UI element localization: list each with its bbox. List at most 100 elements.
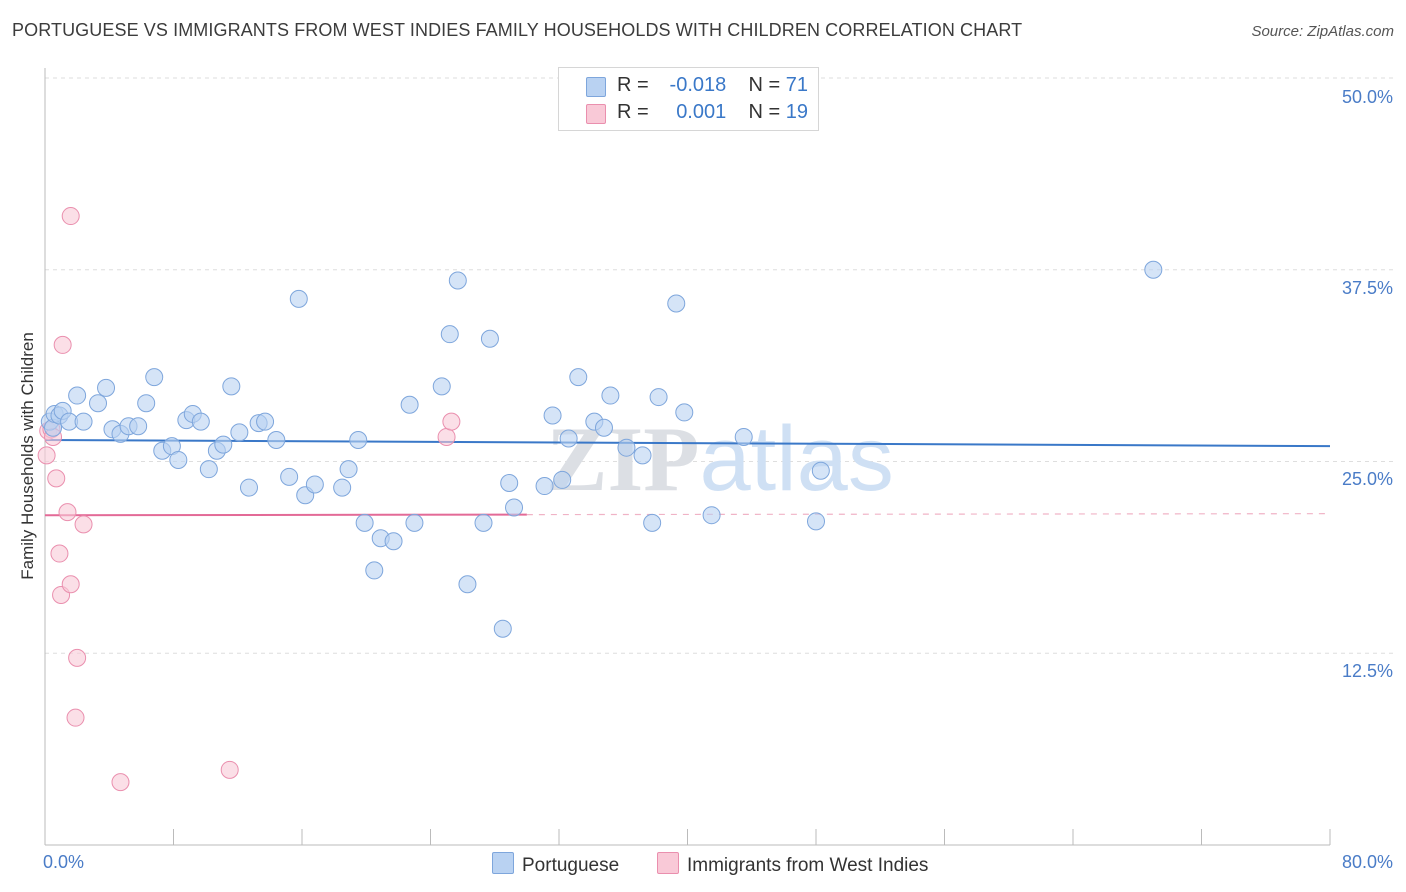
bottom-legend-label: Immigrants from West Indies	[687, 855, 929, 876]
data-point-west-indies	[66, 708, 85, 727]
data-point-portuguese	[559, 429, 578, 448]
bottom-legend-portuguese: Portuguese	[492, 852, 619, 877]
x-tick-label: 80.0%	[1341, 852, 1393, 872]
y-tick-label: 12.5%	[1341, 661, 1393, 681]
data-point-portuguese	[500, 473, 519, 492]
correlation-legend: R = -0.018 N = 71 R = 0.001 N = 19	[558, 67, 819, 131]
legend-r-label: R =	[617, 101, 649, 123]
legend-swatch-blue	[492, 852, 514, 874]
x-tick-label: 0.0%	[43, 852, 85, 872]
data-point-portuguese	[617, 438, 636, 457]
watermark: ZIPatlas	[546, 408, 894, 510]
data-point-portuguese	[191, 412, 210, 431]
data-point-portuguese	[649, 388, 668, 407]
data-point-portuguese	[432, 377, 451, 396]
data-point-portuguese	[256, 412, 275, 431]
data-point-west-indies	[37, 446, 56, 465]
data-point-portuguese	[349, 431, 368, 450]
legend-swatch-blue	[586, 77, 606, 97]
data-point-portuguese	[89, 394, 108, 413]
data-point-portuguese	[169, 450, 188, 469]
trend-line-west-indies-extension	[526, 513, 1331, 516]
legend-n-value: 19	[785, 101, 808, 123]
data-point-portuguese	[280, 467, 299, 486]
data-point-west-indies	[442, 412, 461, 431]
chart-title: PORTUGUESE VS IMMIGRANTS FROM WEST INDIE…	[12, 20, 1023, 40]
data-point-portuguese	[239, 478, 258, 497]
data-points	[37, 207, 1163, 792]
data-point-west-indies	[220, 760, 239, 779]
data-point-portuguese	[222, 377, 241, 396]
data-point-west-indies	[68, 648, 87, 667]
y-tick-label: 25.0%	[1341, 469, 1393, 489]
data-point-portuguese	[811, 461, 830, 480]
data-point-portuguese	[74, 412, 93, 431]
data-point-portuguese	[305, 475, 324, 494]
data-point-west-indies	[74, 515, 93, 534]
data-point-portuguese	[289, 289, 308, 308]
data-point-portuguese	[333, 478, 352, 497]
legend-r-value: -0.018	[669, 74, 727, 96]
data-point-portuguese	[405, 513, 424, 532]
data-point-portuguese	[675, 403, 694, 422]
data-point-portuguese	[702, 506, 721, 525]
data-point-portuguese	[214, 435, 233, 454]
bottom-legend-west-indies: Immigrants from West Indies	[657, 852, 928, 877]
data-point-portuguese	[535, 477, 554, 496]
data-point-portuguese	[230, 423, 249, 442]
data-point-portuguese	[365, 561, 384, 580]
trend-line-portuguese	[44, 439, 1331, 448]
data-point-portuguese	[137, 394, 156, 413]
data-point-portuguese	[145, 368, 164, 387]
data-point-portuguese	[199, 460, 218, 479]
data-point-portuguese	[505, 498, 524, 517]
data-point-portuguese	[339, 460, 358, 479]
legend-n-label: N =	[748, 74, 781, 96]
legend-swatch-pink	[586, 104, 606, 124]
legend-r-label: R =	[617, 74, 649, 96]
data-point-portuguese	[594, 418, 613, 437]
data-point-west-indies	[61, 207, 80, 226]
data-point-portuguese	[734, 427, 753, 446]
trend-line-west-indies	[44, 513, 527, 517]
data-point-portuguese	[97, 378, 116, 397]
data-point-portuguese	[267, 431, 286, 450]
legend-swatch-pink	[657, 852, 679, 874]
data-point-portuguese	[129, 417, 148, 436]
data-point-portuguese	[355, 513, 374, 532]
data-point-west-indies	[53, 335, 72, 354]
y-tick-label: 37.5%	[1341, 278, 1393, 298]
data-point-portuguese	[633, 446, 652, 465]
data-point-portuguese	[493, 619, 512, 638]
trend-lines	[44, 439, 1331, 517]
data-point-west-indies	[47, 469, 66, 488]
data-point-portuguese	[384, 532, 403, 551]
data-point-portuguese	[68, 386, 87, 405]
data-point-west-indies	[437, 427, 456, 446]
legend-n-label: N =	[748, 101, 781, 123]
data-point-portuguese	[643, 513, 662, 532]
data-point-portuguese	[807, 512, 825, 531]
gridlines	[45, 77, 1393, 654]
data-point-portuguese	[601, 386, 620, 405]
data-point-portuguese	[480, 329, 499, 348]
legend-r-value: 0.001	[676, 101, 727, 123]
legend-n-value: 71	[785, 74, 808, 96]
data-point-west-indies	[58, 503, 77, 522]
data-point-portuguese	[569, 368, 588, 387]
data-point-portuguese	[400, 395, 419, 414]
data-point-portuguese	[553, 470, 572, 489]
source-label: Source: ZipAtlas.com	[1251, 23, 1394, 40]
y-tick-label: 50.0%	[1341, 87, 1393, 107]
data-point-west-indies	[61, 575, 80, 594]
data-point-portuguese	[667, 294, 686, 313]
data-point-portuguese	[543, 406, 562, 425]
bottom-legend-label: Portuguese	[522, 855, 620, 876]
data-point-portuguese	[458, 575, 477, 594]
data-point-portuguese	[1144, 260, 1163, 279]
data-point-portuguese	[474, 513, 493, 532]
data-point-west-indies	[111, 773, 130, 792]
data-point-west-indies	[50, 544, 69, 563]
data-point-portuguese	[448, 271, 467, 290]
